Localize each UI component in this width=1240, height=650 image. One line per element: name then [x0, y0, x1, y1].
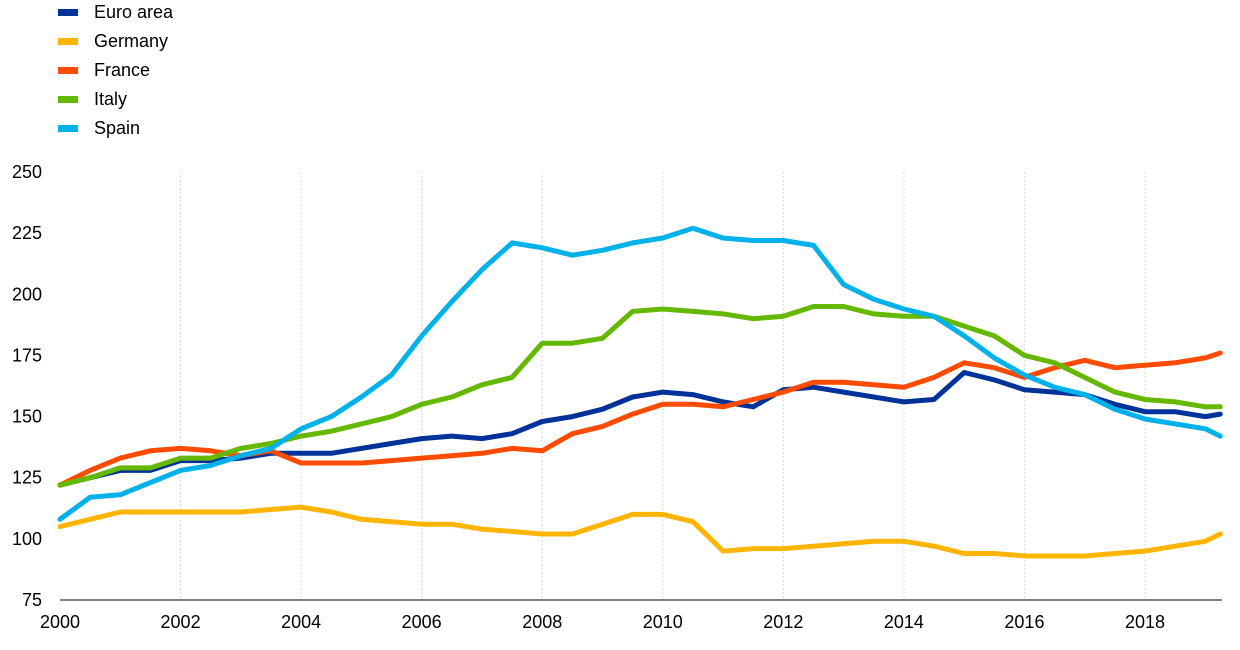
- legend-label: Germany: [94, 31, 168, 51]
- legend: Euro area Germany France Italy Spain: [58, 2, 174, 138]
- x-tick-label: 2016: [1004, 612, 1044, 632]
- legend-label: Spain: [94, 118, 140, 138]
- x-tick-label: 2002: [161, 612, 201, 632]
- y-tick-label: 150: [12, 407, 42, 427]
- series-line-france: [57, 350, 1223, 488]
- y-axis: 75 100 125 150 175 200 225 250: [12, 162, 42, 610]
- y-tick-label: 225: [12, 223, 42, 243]
- x-tick-label: 2010: [643, 612, 683, 632]
- legend-swatch: [58, 9, 78, 16]
- y-tick-label: 175: [12, 345, 42, 365]
- x-tick-label: 2012: [763, 612, 803, 632]
- legend-label: France: [94, 60, 150, 80]
- x-tick-label: 2004: [281, 612, 321, 632]
- legend-label: Euro area: [94, 2, 174, 22]
- series-line-euro-area: [57, 370, 1223, 488]
- y-tick-label: 125: [12, 468, 42, 488]
- x-tick-label: 2008: [522, 612, 562, 632]
- x-tick-label: 2000: [40, 612, 80, 632]
- series-line-italy: [57, 304, 1223, 488]
- x-tick-label: 2006: [402, 612, 442, 632]
- legend-swatch: [58, 67, 78, 74]
- legend-swatch: [58, 125, 78, 132]
- y-tick-label: 100: [12, 529, 42, 549]
- series-line-spain: [57, 225, 1223, 522]
- legend-label: Italy: [94, 89, 127, 109]
- legend-swatch: [58, 96, 78, 103]
- legend-swatch: [58, 38, 78, 45]
- y-tick-label: 200: [12, 284, 42, 304]
- x-axis: 2000 2002 2004 2006 2008 2010 2012 2014 2016 2018: [40, 599, 1222, 632]
- x-tick-label: 2014: [884, 612, 924, 632]
- y-tick-label: 250: [12, 162, 42, 182]
- y-tick-label: 75: [22, 590, 42, 610]
- x-tick-label: 2018: [1125, 612, 1165, 632]
- series-lines: [57, 225, 1223, 559]
- series-line-germany: [57, 504, 1223, 559]
